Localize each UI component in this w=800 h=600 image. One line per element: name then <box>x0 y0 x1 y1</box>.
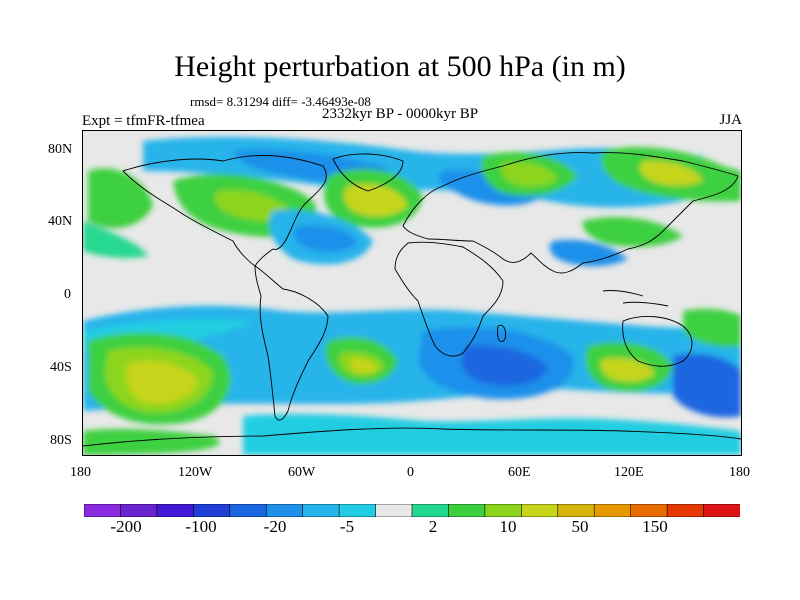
colorbar-label-1: -200 <box>110 517 142 536</box>
colorbar-swatch <box>156 504 195 517</box>
colorbar-swatch <box>229 504 268 517</box>
contour-antarctic-green <box>83 428 220 455</box>
contour-pacific-teal <box>83 221 148 259</box>
coast-eurasia <box>402 152 739 274</box>
stats-text: rmsd= 8.31294 diff= -3.46493e-08 <box>190 94 371 109</box>
colorbar-swatch <box>84 504 122 517</box>
coast-south-america <box>254 265 329 421</box>
colorbar-swatch <box>411 504 450 517</box>
lon-label-180w: 180 <box>70 465 91 480</box>
contour-map <box>83 131 741 455</box>
contour-jpn-blue <box>549 239 628 267</box>
colorbar-swatch <box>484 504 523 517</box>
colorbar-swatch <box>521 504 559 517</box>
lat-label-80s: 80S <box>50 433 72 448</box>
coast-north-america <box>122 155 327 267</box>
lon-label-120w: 120W <box>178 465 213 480</box>
lat-label-80n: 80N <box>48 142 73 157</box>
contour-atlantic-yellow <box>343 183 408 217</box>
contour-east-asia-blue <box>439 170 543 206</box>
contour-aus-blue-east <box>673 353 741 418</box>
lon-label-120e: 120E <box>614 465 644 480</box>
experiment-label: Expt = tfmFR-tfmea <box>82 113 205 129</box>
colorbar-swatch <box>630 504 668 517</box>
contour-spacific-yellow <box>126 360 198 404</box>
colorbar-label-8: 150 <box>642 517 668 536</box>
coastlines <box>83 152 741 447</box>
contour-tropical-blue <box>83 305 741 411</box>
map-panel <box>82 130 742 456</box>
colorbar-label-7: 50 <box>571 517 589 536</box>
season-label: JJA <box>719 112 742 128</box>
contour-neasia-yellow <box>640 160 703 186</box>
lat-label-40s: 40S <box>50 360 72 375</box>
colorbar-swatch <box>265 504 304 517</box>
contour-aus-north-green <box>683 308 741 347</box>
contour-midatlantic-deep <box>293 225 358 252</box>
lon-label-60w: 60W <box>288 465 316 480</box>
colorbar-swatch <box>193 504 231 517</box>
colorbar-swatch <box>666 504 705 517</box>
colorbar-swatch <box>302 504 340 517</box>
colorbar <box>84 504 740 517</box>
period-text: 2332kyr BP - 0000kyr BP <box>321 106 479 122</box>
colorbar-label-5: 2 <box>428 517 438 536</box>
contour-satlantic-yellow <box>351 358 377 373</box>
colorbar-label-6: 10 <box>499 517 517 536</box>
contour-japan-green <box>582 216 683 247</box>
contour-asia-yellowgreen <box>500 162 558 187</box>
coast-madagascar <box>497 324 506 343</box>
colorbar-swatch <box>375 504 413 517</box>
lon-label-180e: 180 <box>729 465 750 480</box>
coast-antarctica <box>83 427 741 447</box>
colorbar-swatch <box>120 504 158 517</box>
contour-aus-yellow <box>600 357 655 382</box>
coast-indonesia <box>602 290 669 307</box>
lat-label-0: 0 <box>64 287 71 302</box>
colorbar-swatch <box>557 504 596 517</box>
colorbar-label-4: -5 <box>339 517 355 536</box>
lon-label-0: 0 <box>407 465 414 480</box>
coast-australia <box>622 316 693 367</box>
plot-title: Height perturbation at 500 hPa (in m) <box>174 50 626 83</box>
contour-antarctic-teal <box>243 413 741 455</box>
colorbar-swatch <box>338 504 377 517</box>
colorbar-label-3: -20 <box>263 517 287 536</box>
coast-greenland <box>332 153 404 192</box>
colorbar-swatch <box>593 504 632 517</box>
colorbar-swatch <box>448 504 486 517</box>
lon-label-60e: 60E <box>508 465 531 480</box>
colorbar-label-2: -100 <box>185 517 217 536</box>
contour-indian-deep <box>461 345 548 386</box>
lat-label-40n: 40N <box>48 214 73 229</box>
colorbar-swatch <box>703 504 740 517</box>
coast-africa <box>394 241 504 357</box>
